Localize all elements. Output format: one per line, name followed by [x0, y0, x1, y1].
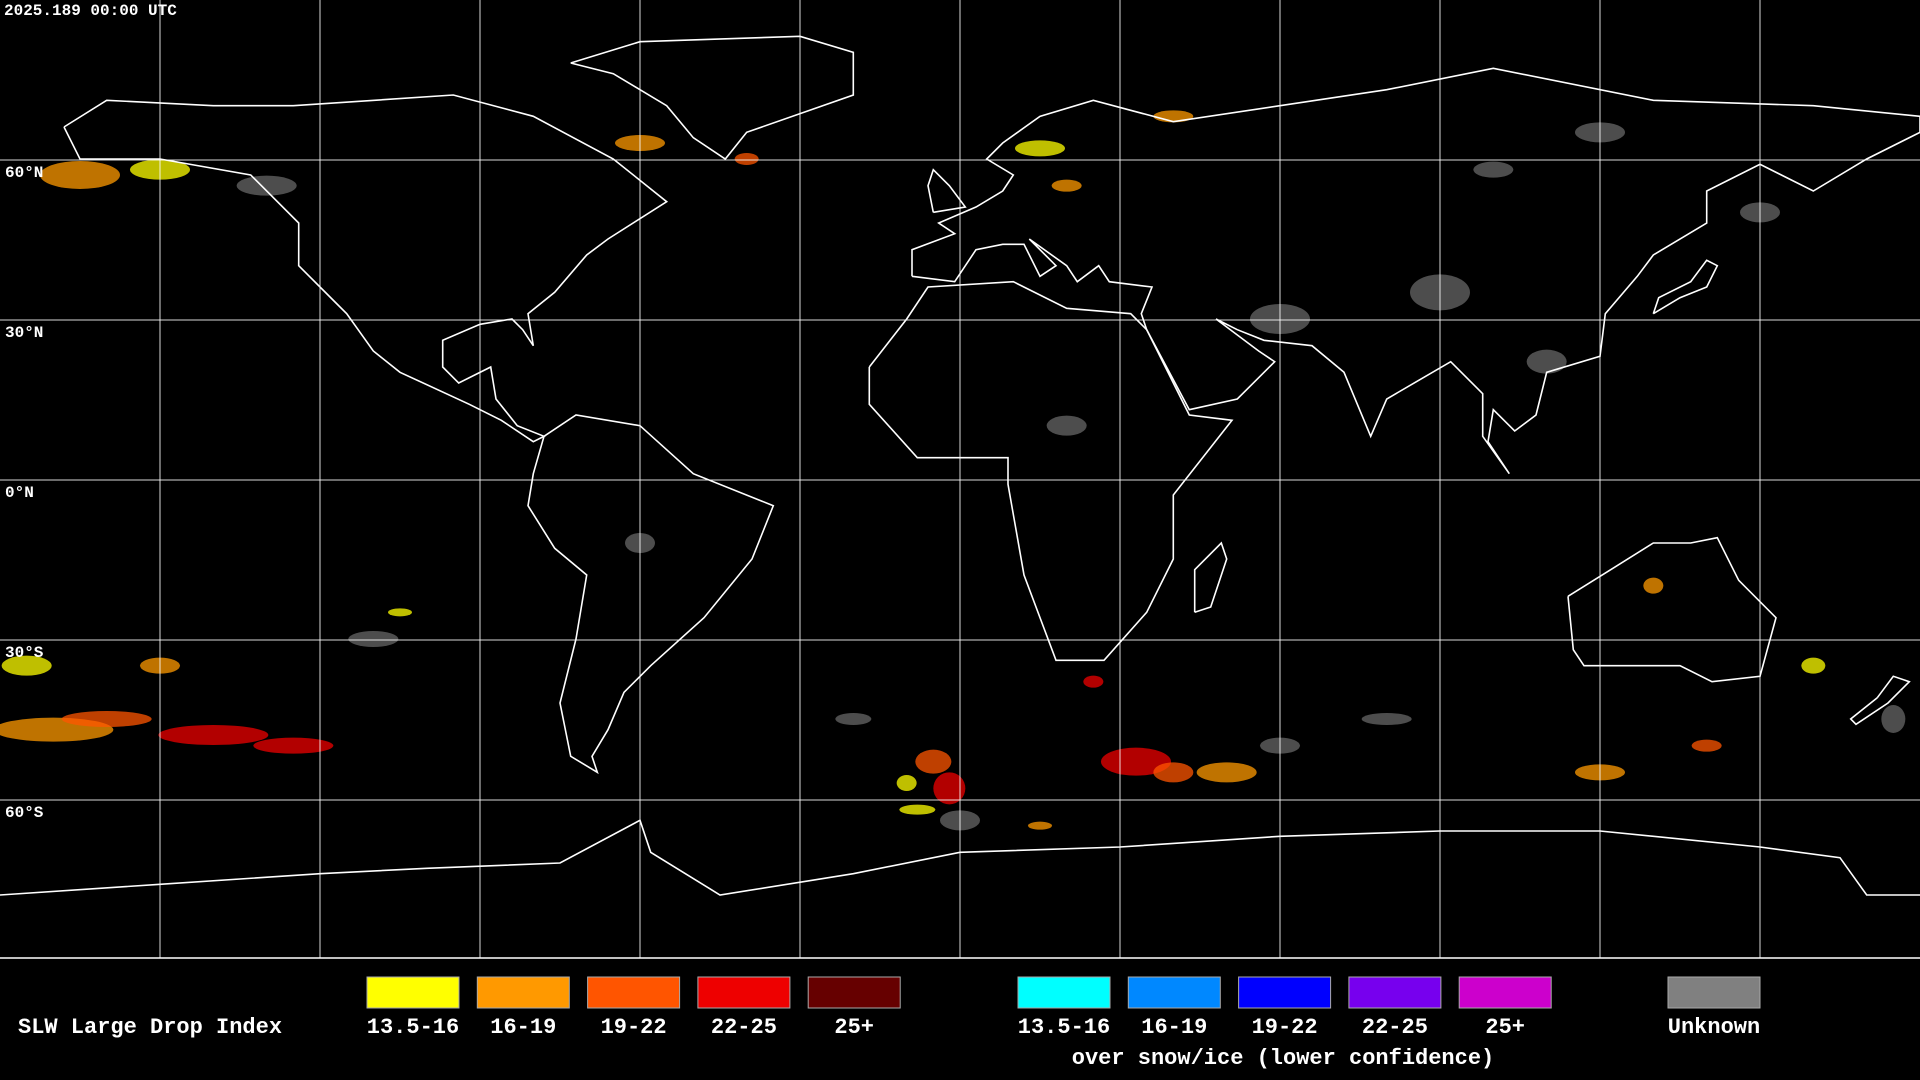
imagery	[0, 110, 1906, 831]
legend-label: 19-22	[601, 1015, 667, 1040]
imagery-patch	[61, 711, 152, 727]
legend-label: 16-19	[1141, 1015, 1207, 1040]
imagery-patch	[1691, 739, 1722, 752]
imagery-patch	[348, 631, 399, 647]
coastline	[63, 94, 669, 443]
coastline	[527, 414, 775, 775]
imagery-patch	[896, 775, 917, 791]
legend-swatch	[807, 976, 901, 1009]
imagery-patch	[1153, 762, 1194, 783]
legend-title: SLW Large Drop Index	[18, 1015, 282, 1040]
imagery-patch	[253, 737, 334, 754]
legend-label: 22-25	[711, 1015, 777, 1040]
coastline	[1193, 541, 1228, 614]
legend: SLW Large Drop Index over snow/ice (lowe…	[18, 976, 1761, 1071]
legend-label: 13.5-16	[1018, 1015, 1110, 1040]
imagery-patch	[1361, 713, 1412, 725]
coastline	[1849, 675, 1911, 726]
imagery-patch	[1801, 657, 1826, 674]
legend-label: 22-25	[1362, 1015, 1428, 1040]
imagery-patch	[835, 713, 872, 725]
imagery-patch	[1643, 577, 1664, 594]
legend-label: Unknown	[1668, 1015, 1760, 1040]
imagery-patch	[1083, 675, 1104, 688]
imagery-patch	[1196, 762, 1257, 783]
latitude-label: 60°N	[5, 164, 43, 182]
legend-label: 16-19	[490, 1015, 556, 1040]
legend-swatch	[1458, 976, 1552, 1009]
latitude-label: 30°N	[5, 324, 43, 342]
imagery-patch	[158, 725, 269, 745]
legend-label: 25+	[834, 1015, 874, 1040]
imagery-patch	[899, 804, 936, 815]
legend-label: 19-22	[1252, 1015, 1318, 1040]
latitude-label: 0°N	[5, 484, 34, 502]
timestamp: 2025.189 00:00 UTC	[4, 2, 177, 20]
imagery-patch	[1881, 705, 1906, 733]
legend-swatch	[1017, 976, 1111, 1009]
coastline	[570, 35, 855, 161]
latitude-label: 30°S	[5, 644, 44, 662]
imagery-patch	[236, 175, 297, 196]
latitude-label: 60°S	[5, 804, 44, 822]
imagery-patch	[1051, 179, 1082, 192]
coastline	[0, 819, 1920, 896]
legend-swatch	[1348, 976, 1442, 1009]
legend-swatch	[1667, 976, 1761, 1009]
imagery-patch	[734, 153, 759, 165]
coastline	[868, 280, 1234, 662]
imagery-patch	[915, 749, 952, 774]
coastlines	[0, 35, 1920, 896]
legend-swatch	[697, 976, 791, 1009]
imagery-patch	[1028, 821, 1052, 830]
imagery-patch	[40, 161, 120, 189]
legend-label: 13.5-16	[367, 1015, 459, 1040]
imagery-patch	[1473, 161, 1514, 178]
legend-swatch	[587, 976, 681, 1009]
imagery-patch	[1153, 110, 1194, 123]
legend-swatch	[1127, 976, 1221, 1009]
snow-ice-note: over snow/ice (lower confidence)	[1072, 1046, 1494, 1071]
imagery-patch	[1, 655, 52, 676]
legend-label: 25+	[1485, 1015, 1525, 1040]
legend-swatch	[1238, 976, 1332, 1009]
legend-swatch	[476, 976, 570, 1009]
imagery-patch	[1101, 747, 1171, 776]
graticule: 60°N 30°N 0°N 30°S 60°S	[0, 0, 1920, 958]
imagery-patch	[1526, 349, 1567, 374]
coastline	[1567, 536, 1777, 683]
imagery-patch	[1015, 140, 1065, 157]
legend-swatch	[366, 976, 460, 1009]
imagery-patch	[933, 772, 966, 805]
imagery-patch	[388, 608, 412, 617]
coastline	[1652, 259, 1719, 315]
imagery-patch	[1046, 415, 1087, 436]
